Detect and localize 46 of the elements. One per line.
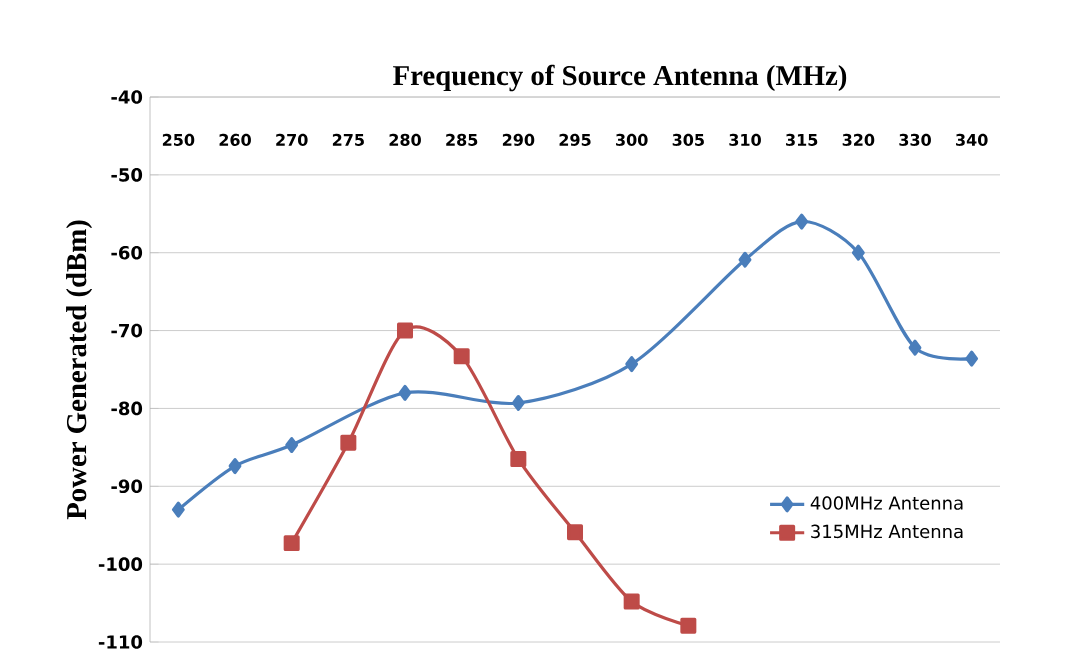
point	[398, 384, 412, 401]
point	[965, 350, 979, 367]
x-tick-label: 320	[842, 133, 875, 146]
y-tick-label: -80	[111, 401, 143, 416]
point	[623, 593, 640, 610]
point	[738, 251, 752, 268]
y-tick-label: -50	[111, 168, 143, 182]
y-axis-title: Power Generated (dBm)	[66, 220, 93, 520]
x-tick-label: 330	[899, 133, 931, 146]
y-tick-label: -110	[98, 635, 143, 649]
legend-label: 400MHz Antenna	[810, 496, 963, 510]
point	[228, 458, 242, 475]
point	[795, 213, 809, 230]
point	[511, 394, 525, 411]
legend-label: 315MHz Antenna	[811, 524, 963, 539]
x-tick-label: 310	[729, 133, 761, 146]
y-tick-label: -60	[111, 245, 143, 260]
point	[625, 356, 639, 373]
x-tick-label: 315	[786, 133, 818, 146]
x-tick-label: 340	[956, 133, 988, 146]
x-tick-label: 280	[389, 133, 421, 146]
point	[285, 437, 299, 454]
point	[908, 339, 922, 356]
point	[680, 617, 697, 634]
x-tick-label: 270	[276, 133, 308, 146]
point	[283, 535, 300, 552]
x-tick-label: 285	[446, 133, 478, 146]
point	[397, 322, 414, 339]
y-tick-label: -100	[98, 557, 143, 571]
point	[453, 348, 470, 365]
point	[851, 244, 865, 261]
y-tick-label: -40	[111, 90, 143, 104]
point	[340, 434, 357, 451]
x-tick-label: 250	[162, 133, 195, 146]
point	[171, 501, 185, 518]
x-tick-label: 260	[219, 133, 251, 146]
x-tick-label: 295	[559, 133, 591, 146]
x-tick-label: 300	[616, 133, 648, 146]
point	[510, 451, 527, 468]
x-tick-label: 305	[672, 133, 704, 146]
x-tick-label: 275	[332, 133, 364, 146]
x-tick-label: 290	[502, 133, 535, 146]
y-tick-label: -70	[111, 323, 143, 338]
point	[567, 524, 584, 541]
y-tick-label: -90	[111, 479, 143, 494]
chart-title: Frequency of Source Antenna (MHz)	[393, 64, 847, 92]
